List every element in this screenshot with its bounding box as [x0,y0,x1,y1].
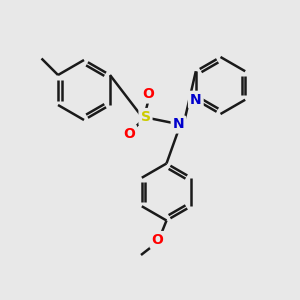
Text: O: O [142,88,154,101]
Text: O: O [152,233,164,247]
Text: O: O [123,127,135,140]
Text: N: N [173,118,184,131]
Text: N: N [190,93,202,107]
Text: S: S [140,110,151,124]
